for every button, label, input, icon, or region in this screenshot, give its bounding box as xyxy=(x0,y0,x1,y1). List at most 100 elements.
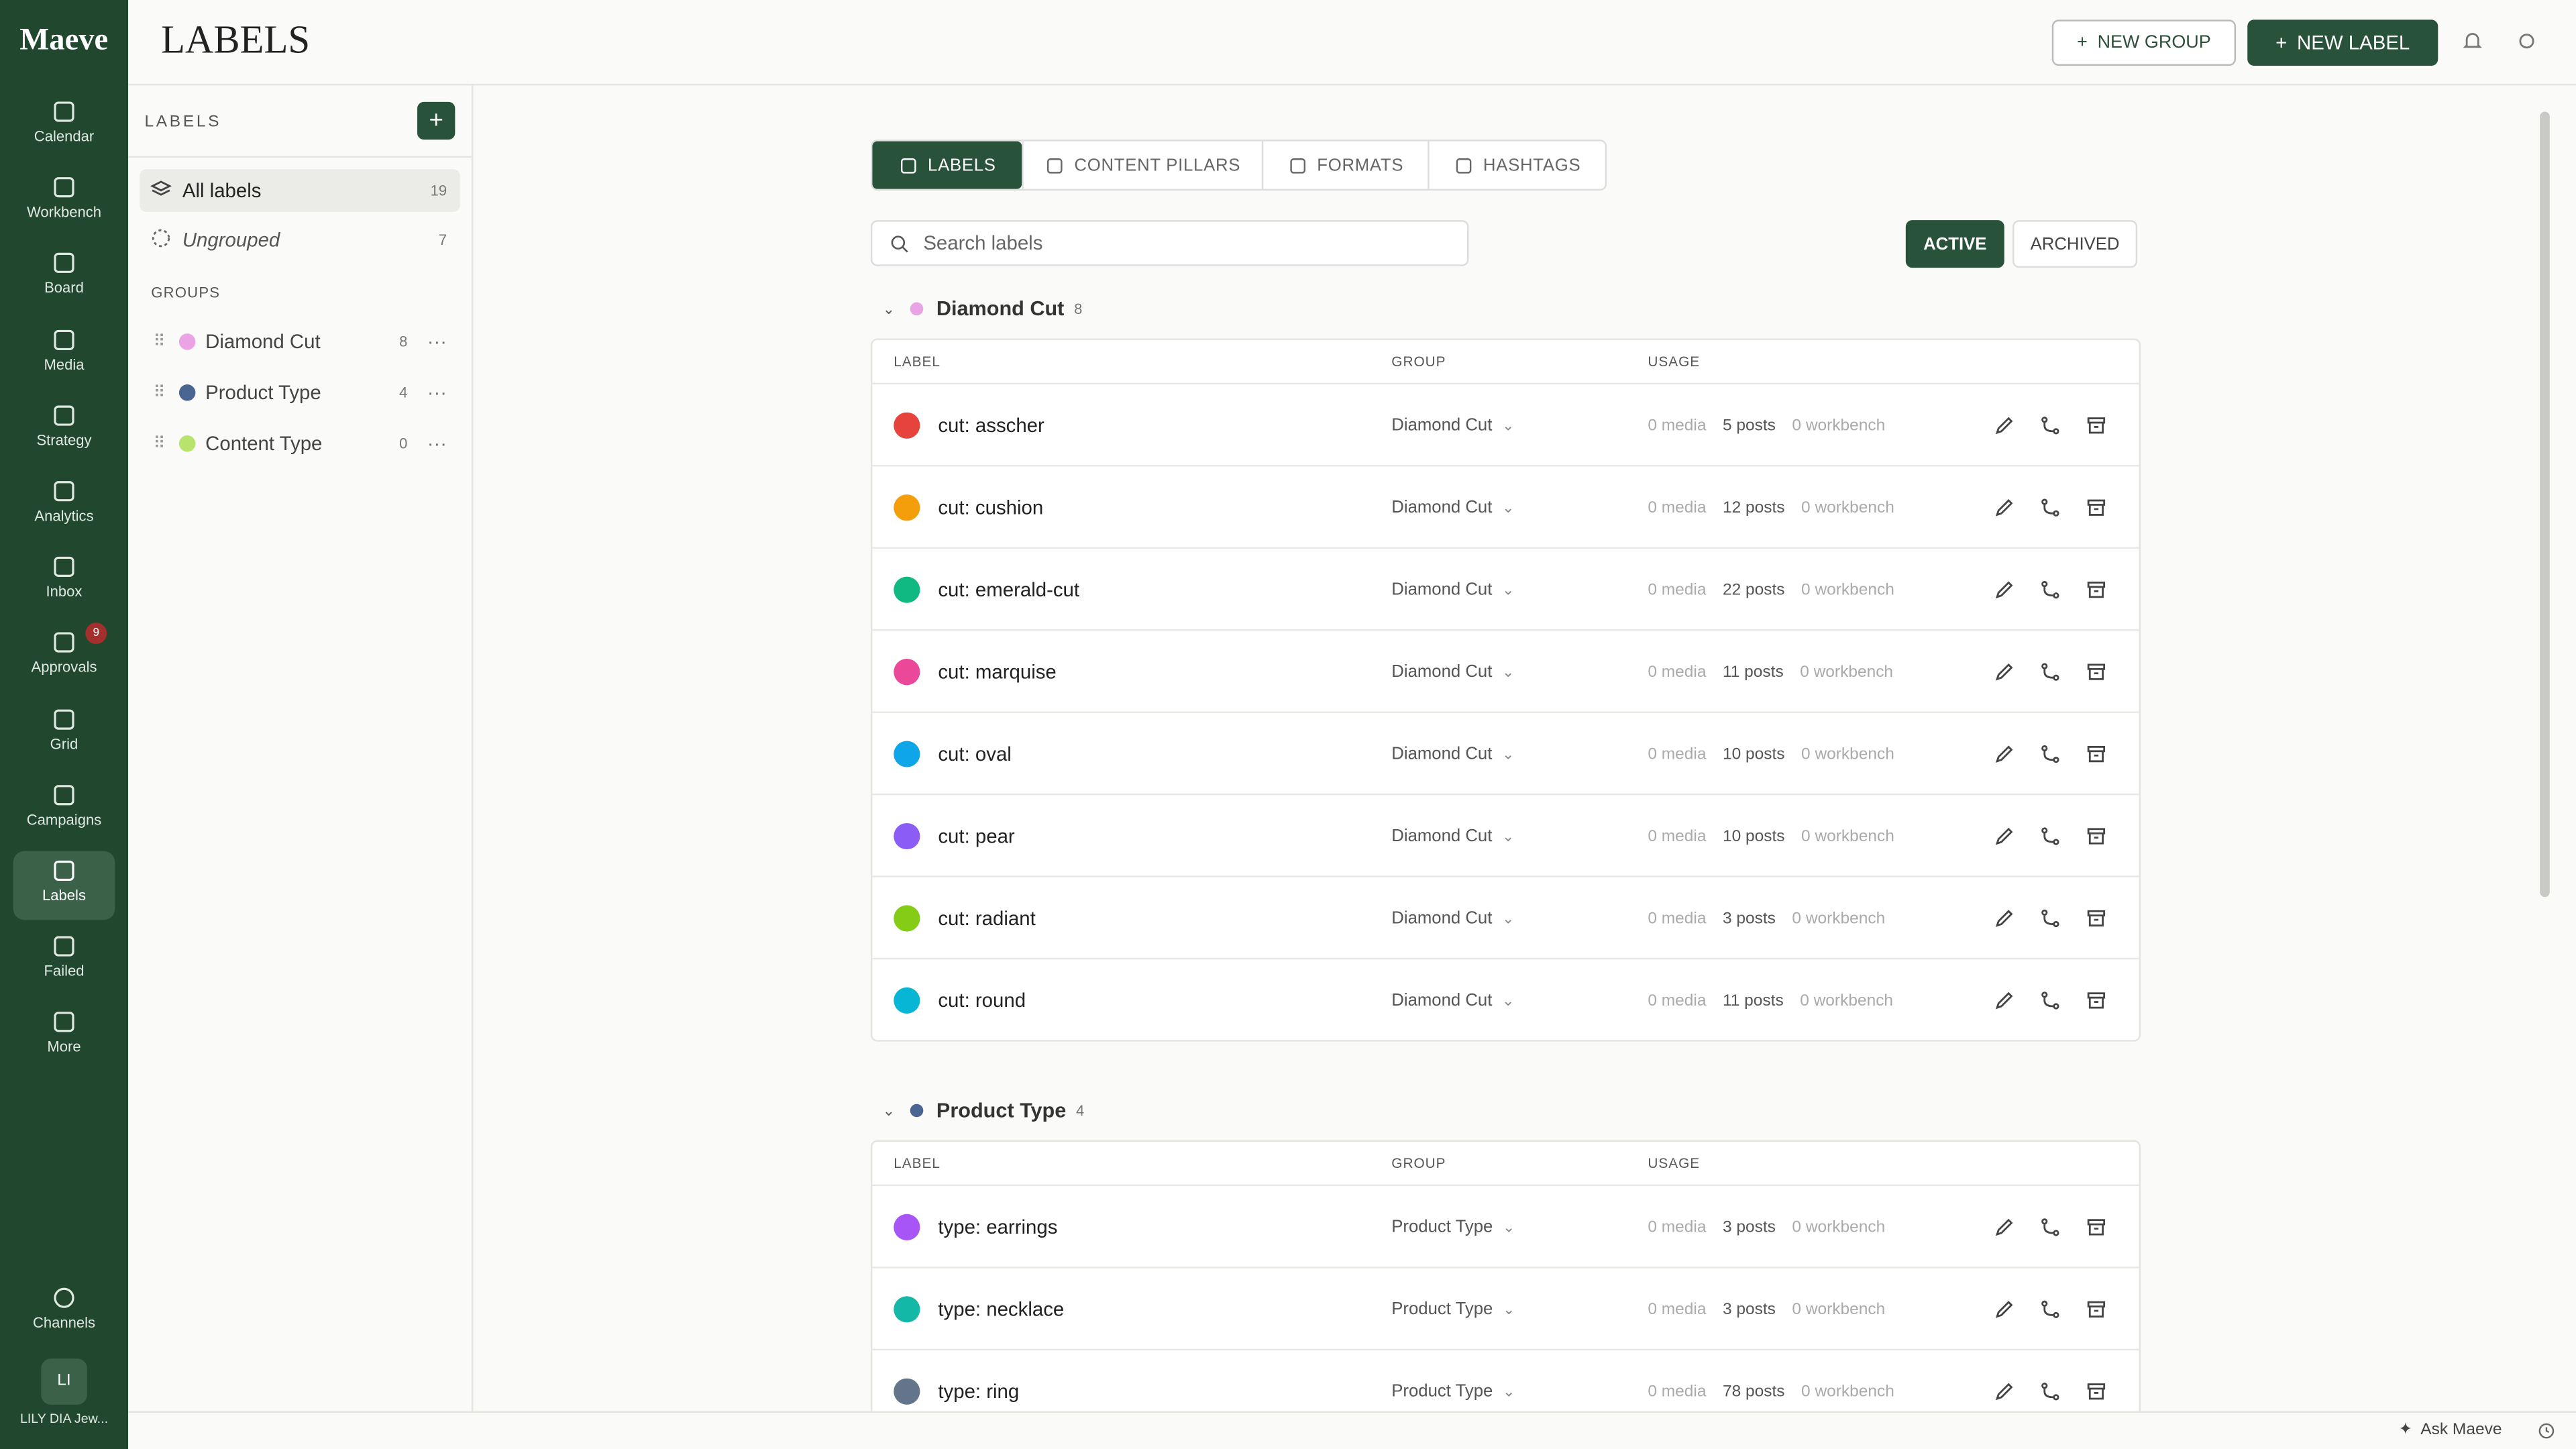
icon xyxy=(2087,582,2106,598)
new-label-button[interactable]: + NEW LABEL xyxy=(2247,19,2438,66)
group-select[interactable]: Diamond Cut ⌄ xyxy=(1391,384,1514,466)
label-name: cut: cushion xyxy=(938,496,1044,519)
column-header: LABEL xyxy=(894,353,941,370)
group-row[interactable]: ⠿ Diamond Cut 8 ··· xyxy=(153,330,447,354)
merge[interactable] xyxy=(2039,549,2061,631)
edit[interactable] xyxy=(1993,631,2016,712)
group-name: Diamond Cut xyxy=(1391,826,1493,847)
nav-item[interactable]: Grid xyxy=(13,699,115,768)
group-select[interactable]: Product Type ⌄ xyxy=(1391,1350,1515,1411)
edit[interactable] xyxy=(1993,959,2016,1041)
icon xyxy=(2041,827,2059,845)
group-select[interactable]: Diamond Cut ⌄ xyxy=(1391,959,1514,1041)
add-group[interactable]: + xyxy=(417,101,455,140)
ungrouped[interactable]: Ungrouped 7 xyxy=(140,219,460,262)
chevron: ⌄ xyxy=(1502,416,1515,433)
section-name: Product Type xyxy=(936,1099,1067,1122)
edit[interactable] xyxy=(1993,877,2016,959)
nav-item[interactable]: Calendar xyxy=(13,92,115,161)
merge[interactable] xyxy=(2039,713,2061,795)
ask-maeve[interactable]: ✦ Ask Maeve xyxy=(2398,1421,2502,1440)
merge[interactable] xyxy=(2039,877,2061,959)
avatar[interactable]: LI xyxy=(41,1358,87,1405)
merge[interactable] xyxy=(2039,795,2061,877)
tab[interactable]: FORMATS xyxy=(1261,141,1428,189)
workbench: 0 workbench xyxy=(1801,745,1894,763)
archive[interactable] xyxy=(2085,384,2108,466)
merge[interactable] xyxy=(2039,1269,2061,1350)
group-select[interactable]: Product Type ⌄ xyxy=(1391,1186,1515,1268)
archive[interactable] xyxy=(2085,1269,2108,1350)
section-header[interactable]: ⌄ Product Type 4 xyxy=(882,1099,1085,1122)
group-select[interactable]: Diamond Cut ⌄ xyxy=(1391,467,1514,549)
merge[interactable] xyxy=(2039,1350,2061,1411)
nav-item[interactable]: Approvals 9 xyxy=(13,623,115,692)
archive[interactable] xyxy=(2085,795,2108,877)
menu[interactable]: ··· xyxy=(427,381,447,405)
nav-item[interactable]: Board xyxy=(13,244,115,313)
nav-item[interactable]: Workbench xyxy=(13,168,115,237)
count: 0 xyxy=(399,435,408,452)
edit[interactable] xyxy=(1993,549,2016,631)
merge[interactable] xyxy=(2039,1186,2061,1268)
edit[interactable] xyxy=(1993,795,2016,877)
filter[interactable]: ACTIVE xyxy=(1905,220,2004,268)
nav-item[interactable]: Strategy xyxy=(13,396,115,465)
group-select[interactable]: Diamond Cut ⌄ xyxy=(1391,795,1514,877)
nav-item[interactable]: Channels xyxy=(13,1278,115,1347)
archive[interactable] xyxy=(2085,877,2108,959)
group-select[interactable]: Diamond Cut ⌄ xyxy=(1391,549,1514,631)
menu[interactable]: ··· xyxy=(427,432,447,455)
archive[interactable] xyxy=(2085,959,2108,1041)
icon xyxy=(1995,745,2013,763)
archive[interactable] xyxy=(2085,467,2108,549)
new-group-button[interactable]: + NEW GROUP xyxy=(2051,19,2237,66)
tab[interactable]: LABELS xyxy=(872,141,1022,189)
nav-item[interactable]: Campaigns xyxy=(13,775,115,844)
nav-label: Strategy xyxy=(36,431,92,449)
archive[interactable] xyxy=(2085,1186,2108,1268)
nav-item[interactable]: More xyxy=(13,1003,115,1072)
edit[interactable] xyxy=(1993,1186,2016,1268)
settings[interactable] xyxy=(2515,30,2538,61)
merge[interactable] xyxy=(2039,384,2061,466)
group-select[interactable]: Diamond Cut ⌄ xyxy=(1391,713,1514,795)
chevron: ⌄ xyxy=(1502,909,1515,926)
archive[interactable] xyxy=(2085,549,2108,631)
edit[interactable] xyxy=(1993,1350,2016,1411)
archive[interactable] xyxy=(2085,1350,2108,1411)
archive[interactable] xyxy=(2085,713,2108,795)
nav-item[interactable]: Media xyxy=(13,320,115,389)
nav-item[interactable]: Failed xyxy=(13,927,115,996)
merge[interactable] xyxy=(2039,959,2061,1041)
scrollbar xyxy=(2538,99,2552,1397)
filter[interactable]: ARCHIVED xyxy=(2012,220,2138,268)
group-select[interactable]: Diamond Cut ⌄ xyxy=(1391,877,1514,959)
merge[interactable] xyxy=(2039,467,2061,549)
section-header[interactable]: ⌄ Diamond Cut 8 xyxy=(882,297,1083,321)
search[interactable]: Search labels xyxy=(870,220,1469,266)
group-select[interactable]: Diamond Cut ⌄ xyxy=(1391,631,1514,712)
merge[interactable] xyxy=(2039,631,2061,712)
tab[interactable]: HASHTAGS xyxy=(1428,141,1605,189)
nav-item[interactable]: Analytics xyxy=(13,472,115,541)
label-dot xyxy=(894,384,920,466)
tab[interactable]: CONTENT PILLARS xyxy=(1022,141,1262,189)
nav-label: Labels xyxy=(42,887,86,904)
edit[interactable] xyxy=(1993,713,2016,795)
history[interactable] xyxy=(2536,1419,2556,1449)
edit[interactable] xyxy=(1993,1269,2016,1350)
nav-item[interactable]: Labels xyxy=(13,851,115,920)
nav-label: Analytics xyxy=(34,507,94,525)
bell[interactable] xyxy=(2461,30,2484,61)
group-select[interactable]: Product Type ⌄ xyxy=(1391,1269,1515,1350)
nav-item[interactable]: Inbox xyxy=(13,547,115,616)
edit[interactable] xyxy=(1993,384,2016,466)
menu[interactable]: ··· xyxy=(427,330,447,354)
edit[interactable] xyxy=(1993,467,2016,549)
header: LABELS + NEW GROUP + NEW LABEL xyxy=(128,0,2576,86)
group-row[interactable]: ⠿ Product Type 4 ··· xyxy=(153,381,447,405)
all-labels[interactable]: All labels 19 xyxy=(140,169,460,212)
archive[interactable] xyxy=(2085,631,2108,712)
group-row[interactable]: ⠿ Content Type 0 ··· xyxy=(153,432,447,455)
